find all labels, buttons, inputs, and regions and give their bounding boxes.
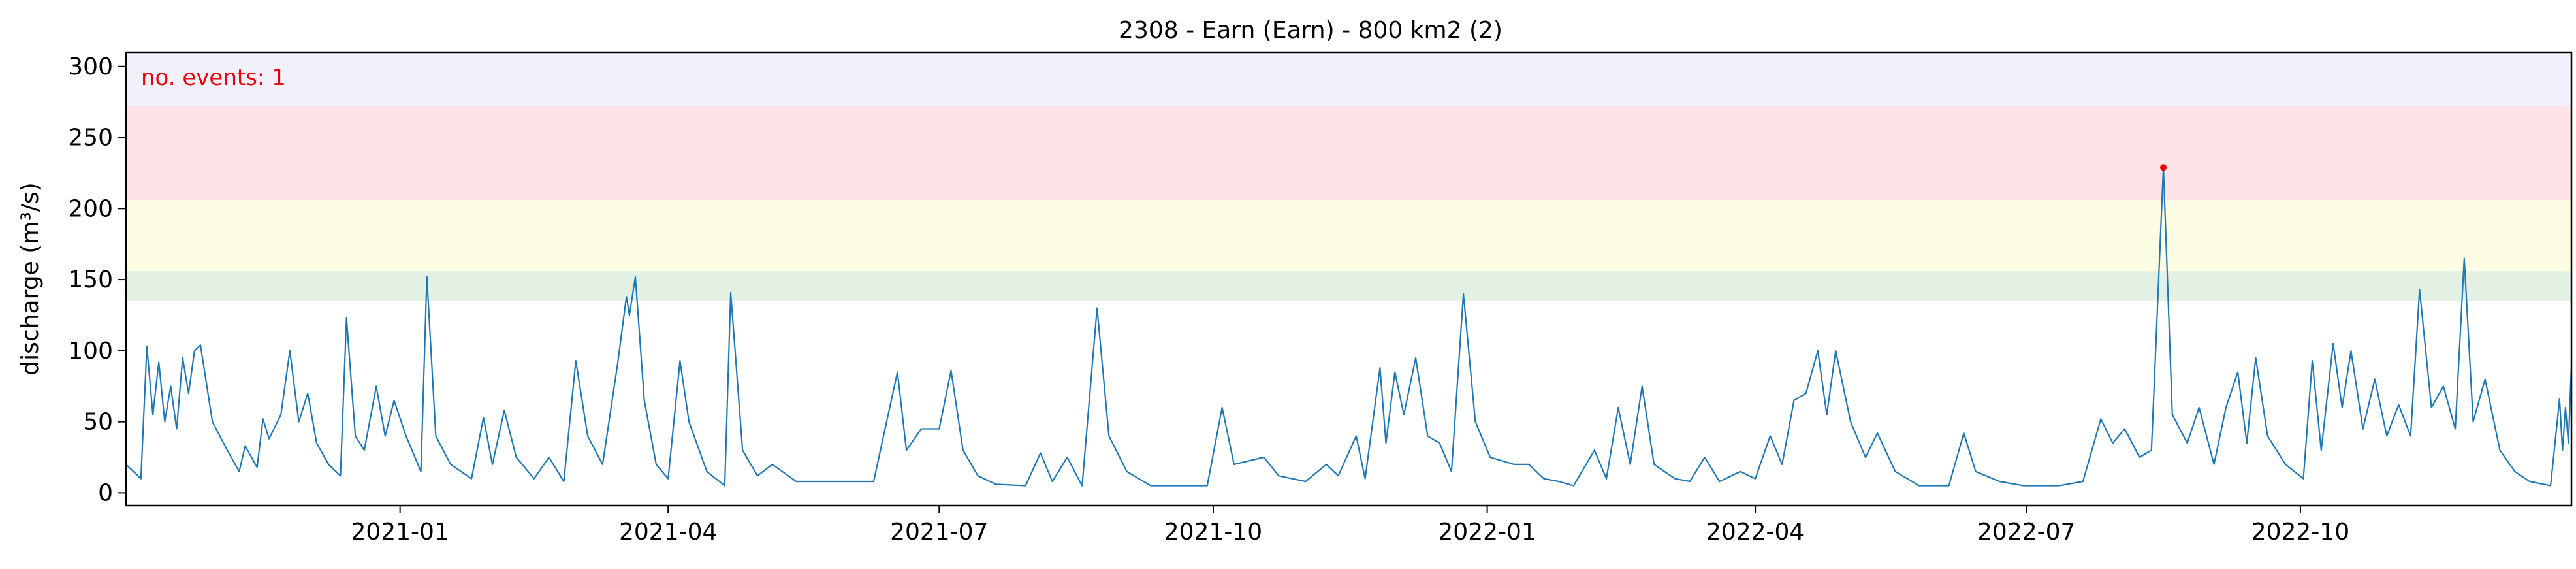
event-count-annotation: no. events: 1 [141,65,286,91]
x-tick-label: 2022-01 [1438,519,1536,545]
event-markers [2160,164,2167,171]
discharge-series-line [125,167,2573,487]
x-tick-label: 2022-04 [1706,519,1804,545]
threshold-band-3 [126,106,2571,201]
y-tick-label: 250 [68,125,113,152]
y-axis: 0 50 100 150 200 250 300 [68,54,126,506]
y-tick-label: 50 [83,409,113,436]
threshold-band-4 [126,52,2571,106]
threshold-bands [126,52,2571,301]
x-tick-label: 2021-01 [351,519,449,545]
threshold-band-1 [126,271,2571,301]
x-tick-label: 2021-10 [1164,519,1262,545]
y-tick-label: 300 [68,54,113,80]
series-group [125,167,2573,487]
y-tick-label: 100 [68,338,113,365]
plot-frame [125,51,2573,507]
y-tick-label: 150 [68,267,113,293]
y-axis-label: discharge (m³/s) [17,182,44,375]
x-axis: 2021-01 2021-04 2021-07 2021-10 2022-01 2022-… [351,506,2349,545]
threshold-band-2 [126,200,2571,272]
x-tick-label: 2022-07 [1977,519,2075,545]
event-marker [2160,164,2167,171]
x-tick-label: 2022-10 [2251,519,2349,545]
y-tick-label: 200 [68,195,113,222]
x-tick-label: 2021-04 [619,519,717,545]
x-tick-label: 2021-07 [890,519,988,545]
chart-title: 2308 - Earn (Earn) - 800 km2 (2) [1119,17,1503,44]
y-tick-label: 0 [98,480,113,506]
